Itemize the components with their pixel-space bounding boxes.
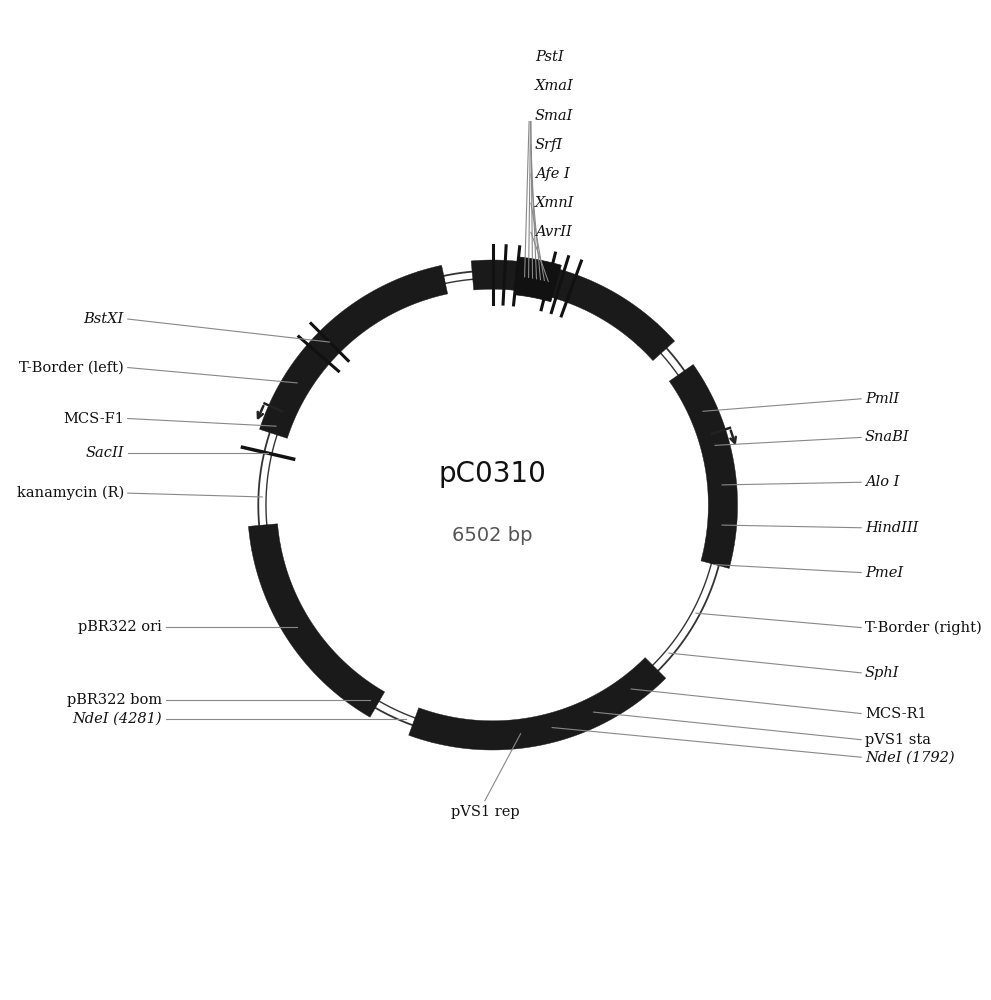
Polygon shape: [260, 265, 448, 438]
Text: XmaI: XmaI: [535, 79, 574, 93]
Text: pC0310: pC0310: [439, 460, 546, 488]
Text: BstXI: BstXI: [83, 312, 124, 326]
Text: pBR322 bom: pBR322 bom: [67, 693, 163, 707]
Text: NdeI (4281): NdeI (4281): [72, 712, 163, 726]
Polygon shape: [418, 272, 445, 299]
Polygon shape: [249, 524, 385, 717]
Text: SrfI: SrfI: [535, 138, 563, 152]
Polygon shape: [706, 540, 734, 565]
Text: PmlI: PmlI: [865, 392, 899, 406]
Text: kanamycin (R): kanamycin (R): [17, 486, 124, 500]
Text: pBR322 ori: pBR322 ori: [78, 620, 163, 634]
Polygon shape: [408, 658, 666, 750]
Polygon shape: [471, 260, 675, 361]
Polygon shape: [669, 364, 737, 568]
Text: T-Border (right): T-Border (right): [865, 620, 982, 635]
Text: MCS-R1: MCS-R1: [865, 707, 927, 721]
Text: pVS1 rep: pVS1 rep: [451, 805, 519, 819]
Text: SmaI: SmaI: [535, 109, 573, 123]
Text: Afe I: Afe I: [535, 167, 570, 181]
Polygon shape: [514, 257, 561, 302]
Text: PstI: PstI: [535, 50, 564, 64]
Text: SphI: SphI: [865, 666, 900, 680]
Text: AvrII: AvrII: [535, 225, 572, 239]
Text: PmeI: PmeI: [865, 566, 903, 580]
Text: Alo I: Alo I: [865, 475, 900, 489]
Text: pVS1 sta: pVS1 sta: [865, 733, 931, 747]
Text: NdeI (1792): NdeI (1792): [865, 750, 954, 764]
Text: SnaBI: SnaBI: [865, 430, 910, 444]
Text: XmnI: XmnI: [535, 196, 574, 210]
Text: T-Border (left): T-Border (left): [19, 361, 124, 375]
Text: HindIII: HindIII: [865, 521, 919, 535]
Text: 6502 bp: 6502 bp: [452, 526, 533, 545]
Text: SacII: SacII: [85, 446, 124, 460]
Polygon shape: [413, 714, 439, 742]
Polygon shape: [637, 324, 664, 351]
Text: MCS-F1: MCS-F1: [63, 412, 124, 426]
Polygon shape: [252, 525, 280, 551]
